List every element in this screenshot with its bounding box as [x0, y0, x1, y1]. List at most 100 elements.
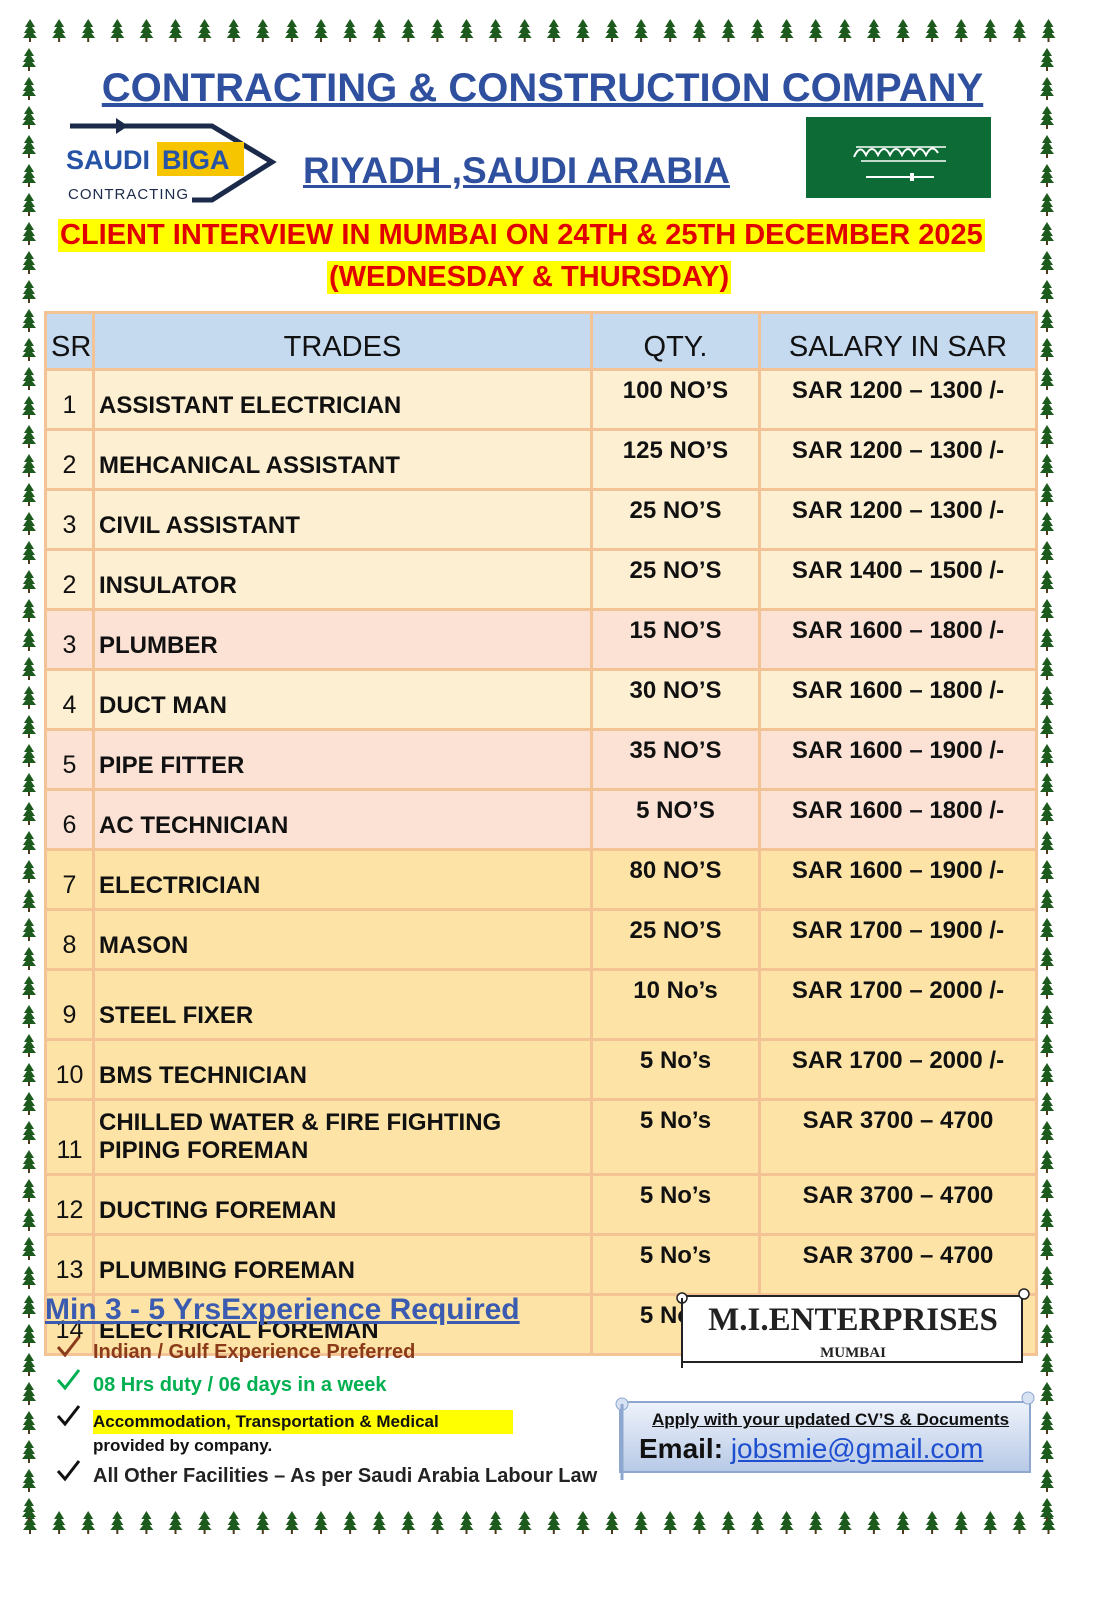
- tree-top: [1042, 1440, 1052, 1448]
- tree-top: [286, 19, 297, 27]
- tree-low: [1040, 1392, 1054, 1401]
- tree-trunk: [28, 879, 30, 883]
- tree-mid: [1041, 546, 1053, 555]
- tree-low: [1040, 1131, 1054, 1140]
- tree-trunk: [28, 67, 30, 71]
- tree-low: [1040, 1073, 1054, 1082]
- tree-trunk: [1046, 1372, 1048, 1376]
- tree-mid: [460, 24, 473, 33]
- tree-trunk: [640, 1530, 643, 1534]
- tree-mid: [751, 24, 764, 33]
- tree-mid: [23, 952, 35, 961]
- tree-trunk: [1046, 473, 1048, 477]
- cell-q: 5 No’s: [590, 1098, 761, 1176]
- tree-top: [723, 1511, 734, 1519]
- tree-trunk: [28, 821, 30, 825]
- tree-trunk: [1046, 67, 1048, 71]
- tree-low: [22, 58, 36, 67]
- tree-mid: [1041, 488, 1053, 497]
- tree-mid: [780, 24, 793, 33]
- tree-trunk: [698, 38, 701, 42]
- tree-low: [22, 1450, 36, 1459]
- tree-mid: [24, 24, 36, 33]
- tree: [1040, 338, 1054, 361]
- tree-trunk: [436, 1530, 439, 1534]
- tree-top: [956, 1511, 967, 1519]
- tree-mid: [1041, 1097, 1053, 1106]
- tree-low: [22, 464, 36, 473]
- cell-tr: STEEL FIXER: [92, 968, 593, 1041]
- cell-sr: 10: [44, 1038, 95, 1101]
- tree-top: [24, 1179, 34, 1187]
- tree-top: [403, 19, 414, 27]
- tree: [1040, 164, 1054, 187]
- tree: [22, 483, 36, 506]
- tree-trunk: [1046, 96, 1048, 100]
- tree-top: [985, 19, 996, 27]
- tree-trunk: [960, 38, 963, 42]
- tree: [1040, 309, 1054, 332]
- table-row: 2 MEHCANICAL ASSISTANT 125 NO’S SAR 1200 – …: [44, 428, 1038, 491]
- tree: [1040, 918, 1054, 941]
- tree-trunk: [1046, 1082, 1048, 1086]
- tree: [1040, 48, 1054, 71]
- cell-sr: 13: [44, 1233, 95, 1296]
- tree-low: [22, 1305, 36, 1314]
- tree: [284, 1511, 299, 1534]
- tree: [22, 454, 36, 477]
- tree-mid: [82, 24, 95, 33]
- tree-trunk: [960, 1530, 963, 1534]
- tree-top: [1042, 454, 1052, 462]
- tree-trunk: [28, 1314, 30, 1318]
- tree-top: [519, 1511, 530, 1519]
- cell-tr: ELECTRICAL FOREMAN: [92, 1293, 593, 1356]
- tree-top: [24, 802, 34, 810]
- tree-low: [1040, 638, 1054, 647]
- tree-mid: [1042, 1516, 1055, 1525]
- tree-low: [343, 1521, 358, 1530]
- tree-trunk: [28, 1256, 30, 1260]
- tree-low: [22, 609, 36, 618]
- tree-trunk: [436, 38, 439, 42]
- location: RIYADH ,SAUDI ARABIA: [303, 150, 730, 191]
- tree-trunk: [494, 1530, 497, 1534]
- tree-trunk: [1046, 212, 1048, 216]
- email-link[interactable]: jobsmie@gmail.com: [730, 1433, 984, 1464]
- tree: [1040, 1353, 1054, 1376]
- tree-mid: [1041, 1068, 1053, 1077]
- tree-low: [22, 319, 36, 328]
- checkmark: [56, 1336, 81, 1358]
- tree: [1040, 686, 1054, 709]
- requirement-item: All Other Facilities – As per Saudi Arab…: [93, 1465, 598, 1487]
- tree-low: [663, 29, 678, 38]
- tree-low: [1040, 1189, 1054, 1198]
- tree-top: [24, 106, 34, 114]
- check-path: [56, 1336, 81, 1358]
- tree-mid: [1041, 401, 1053, 410]
- tree-top: [1042, 222, 1052, 230]
- tree-mid: [838, 1516, 851, 1525]
- tree-mid: [897, 24, 909, 33]
- tree-mid: [53, 1516, 66, 1525]
- tree-low: [197, 1521, 212, 1530]
- tree-trunk: [28, 589, 30, 593]
- tree-trunk: [1046, 1227, 1048, 1231]
- tree-mid: [23, 285, 35, 294]
- tree-low: [692, 29, 707, 38]
- tree-mid: [1041, 53, 1053, 62]
- tree-top: [1014, 19, 1025, 27]
- tree-top: [607, 19, 617, 27]
- tree-trunk: [28, 1082, 30, 1086]
- tree-top: [1042, 1266, 1052, 1274]
- tree-trunk: [1046, 299, 1048, 303]
- tree-trunk: [28, 1430, 30, 1434]
- tree-mid: [664, 1516, 677, 1525]
- tree-trunk: [1047, 38, 1050, 42]
- tree-trunk: [1046, 154, 1048, 158]
- tree-trunk: [1046, 734, 1048, 738]
- tree-trunk: [290, 1530, 293, 1534]
- tree-mid: [1013, 24, 1026, 33]
- cell-s: SAR 1600 – 1800 /-: [758, 668, 1038, 731]
- tree-trunk: [523, 1530, 526, 1534]
- tree-low: [22, 1392, 36, 1401]
